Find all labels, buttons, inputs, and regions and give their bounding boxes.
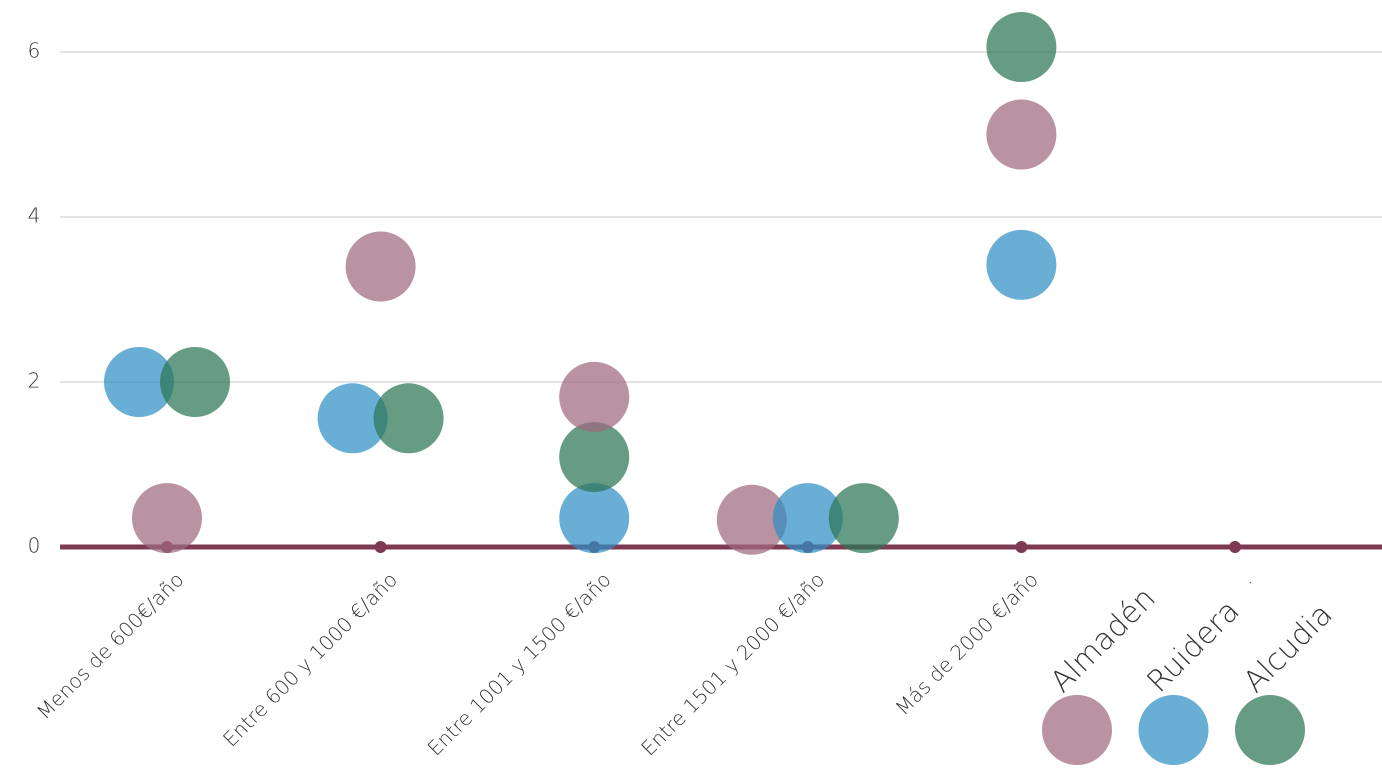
category-dot bbox=[1229, 541, 1241, 553]
y-tick-label: 6 bbox=[28, 39, 41, 63]
legend-swatch bbox=[1042, 695, 1112, 765]
x-tick-label: Más de 2000 €/año bbox=[890, 567, 1042, 719]
bubble bbox=[986, 12, 1057, 83]
legend-label: Alcudia bbox=[1237, 597, 1340, 700]
x-tick-label: Entre 600 y 1000 €/año bbox=[218, 567, 402, 751]
bubble bbox=[986, 229, 1057, 300]
x-tick-label: Menos de 600€/año bbox=[32, 567, 189, 724]
bubble bbox=[373, 383, 444, 454]
bubble bbox=[716, 484, 787, 555]
category-dot bbox=[1015, 541, 1028, 553]
bubble bbox=[559, 422, 630, 493]
x-tick-label: Entre 1501 y 2000 €/año bbox=[636, 567, 829, 760]
bubble bbox=[317, 383, 388, 454]
bubble bbox=[559, 483, 630, 554]
bubble bbox=[772, 483, 843, 554]
category-dot bbox=[374, 541, 387, 553]
bubble bbox=[828, 483, 899, 554]
x-tick-label: Entre 1001 y 1500 €/año bbox=[423, 567, 616, 760]
bubble bbox=[104, 347, 174, 417]
bubble bbox=[986, 99, 1057, 170]
bubble bbox=[345, 231, 416, 302]
y-tick-label: 4 bbox=[28, 204, 41, 228]
y-tick-label: 2 bbox=[28, 369, 41, 393]
bubble bbox=[559, 361, 630, 432]
y-tick-label: 0 bbox=[28, 534, 41, 558]
legend-label: Almadén bbox=[1044, 581, 1163, 700]
legend-swatch bbox=[1235, 695, 1305, 765]
legend-swatch bbox=[1138, 695, 1209, 765]
bubble bbox=[160, 347, 230, 417]
x-tick-label: . bbox=[1235, 567, 1256, 588]
bubble bbox=[132, 483, 202, 554]
